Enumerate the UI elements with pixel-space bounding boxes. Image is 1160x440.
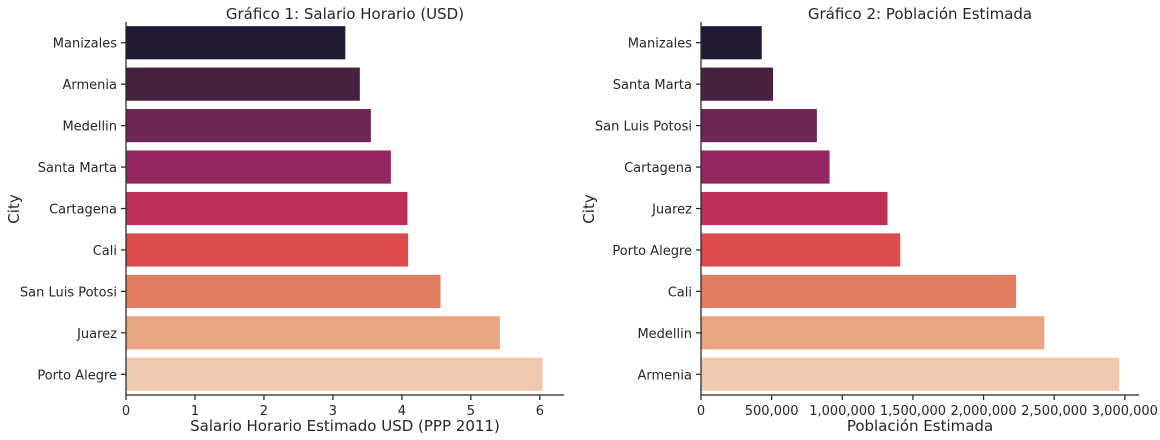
x-tick-label: 3,000,000: [1092, 404, 1158, 419]
x-tick-label: 6: [536, 404, 544, 419]
y-tick-label: San Luis Potosi: [595, 120, 692, 135]
chart-title: Gráfico 2: Población Estimada: [808, 5, 1032, 23]
bar-cartagena: [701, 150, 830, 184]
bar-medellin: [701, 316, 1045, 350]
bar-san-luis-potosi: [701, 109, 817, 143]
bars: [701, 26, 1120, 391]
y-tick-label: Cartagena: [49, 203, 117, 218]
chart-title: Gráfico 1: Salario Horario (USD): [226, 5, 464, 23]
y-axis-label: City: [5, 194, 23, 224]
y-tick-label: Cali: [668, 285, 692, 300]
bar-cali: [701, 274, 1017, 308]
bar-santa-marta: [701, 67, 774, 101]
x-tick-label: 2,000,000: [950, 404, 1016, 419]
y-tick-label: Santa Marta: [613, 78, 692, 93]
y-tick-label: Armenia: [63, 78, 118, 93]
y-tick-label: Manizales: [628, 37, 692, 52]
bar-san-luis-potosi: [126, 274, 441, 308]
bar-medellin: [126, 109, 371, 143]
y-axis-label: City: [580, 194, 598, 224]
bar-santa-marta: [126, 150, 391, 184]
x-axis-label: Población Estimada: [847, 417, 993, 435]
bar-armenia: [701, 357, 1120, 391]
bar-porto-alegre: [701, 233, 901, 267]
bar-manizales: [701, 26, 762, 60]
y-ticks: Manizales Armenia Medellin Santa Marta Carta…: [20, 37, 126, 383]
bar-porto-alegre: [126, 357, 543, 391]
y-tick-label: Porto Alegre: [612, 244, 692, 259]
y-tick-label: Cartagena: [624, 161, 692, 176]
bar-juarez: [701, 191, 888, 226]
y-tick-label: Juarez: [76, 327, 117, 342]
x-tick-label: 1,000,000: [809, 404, 875, 419]
y-tick-label: Juarez: [651, 203, 692, 218]
y-tick-label: Manizales: [53, 37, 117, 52]
bars: [126, 26, 543, 391]
y-tick-label: Cali: [93, 244, 117, 259]
x-tick-label: 3: [329, 404, 337, 419]
x-tick-label: 4: [398, 404, 406, 419]
bar-juarez: [126, 316, 500, 350]
y-tick-label: Medellin: [637, 327, 692, 342]
bar-manizales: [126, 26, 346, 60]
y-ticks: Manizales Santa Marta San Luis Potosi Carta…: [595, 37, 701, 383]
x-tick-label: 1: [191, 404, 199, 419]
x-tick-label: 500,000: [745, 404, 799, 419]
x-tick-label: 2: [260, 404, 268, 419]
y-tick-label: Medellin: [62, 120, 117, 135]
x-tick-label: 0: [122, 404, 130, 419]
x-tick-label: 5: [467, 404, 475, 419]
bar-cali: [126, 233, 409, 267]
chart-salario: Gráfico 1: Salario Horario (USD) City Sa…: [5, 5, 564, 435]
y-tick-label: Santa Marta: [38, 161, 117, 176]
y-tick-label: Armenia: [638, 368, 693, 383]
x-axis-label: Salario Horario Estimado USD (PPP 2011): [190, 417, 500, 435]
y-tick-label: Porto Alegre: [37, 368, 117, 383]
x-tick-label: 1,500,000: [880, 404, 946, 419]
chart-poblacion: Gráfico 2: Población Estimada City Pobla…: [580, 5, 1158, 435]
y-tick-label: San Luis Potosi: [20, 285, 117, 300]
x-tick-label: 0: [697, 404, 705, 419]
x-tick-label: 2,500,000: [1021, 404, 1087, 419]
x-ticks: 0 1 2 3 4 5 6: [122, 395, 544, 419]
bar-armenia: [126, 67, 360, 101]
x-ticks: 0 500,000 1,000,000 1,500,000 2,000,000 2,500…: [697, 395, 1158, 419]
bar-cartagena: [126, 191, 408, 226]
